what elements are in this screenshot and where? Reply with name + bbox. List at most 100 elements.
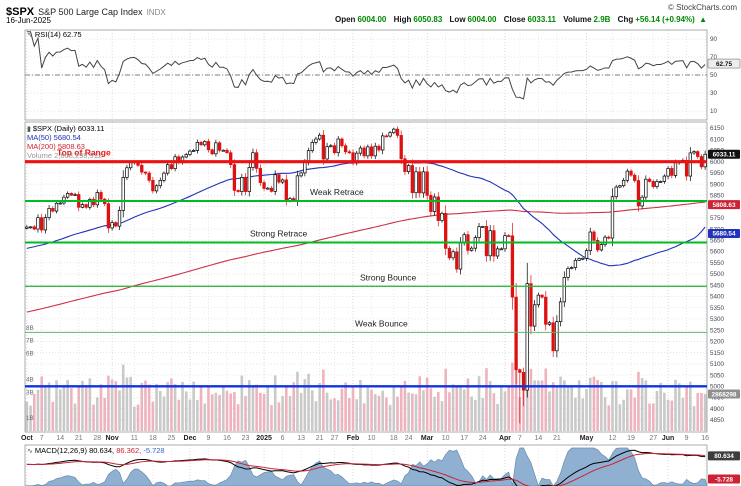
- svg-text:7B: 7B: [26, 338, 34, 345]
- svg-text:4B: 4B: [26, 376, 34, 383]
- signal-value: 86.362,: [116, 446, 142, 455]
- svg-text:Dec: Dec: [184, 435, 197, 442]
- svg-text:-5.728: -5.728: [715, 476, 734, 483]
- svg-text:5400: 5400: [710, 294, 725, 301]
- high-value: 6050.83: [413, 15, 443, 24]
- axis-value-box: [708, 474, 740, 484]
- svg-text:21: 21: [75, 435, 83, 442]
- svg-text:5450: 5450: [710, 282, 725, 289]
- svg-text:19: 19: [627, 435, 635, 442]
- symbol: $SPX: [6, 6, 35, 18]
- svg-text:28: 28: [93, 435, 101, 442]
- level-label: Weak Bounce: [355, 318, 408, 328]
- svg-text:Nov: Nov: [105, 435, 118, 442]
- svg-text:5950: 5950: [710, 170, 725, 177]
- svg-text:5680.54: 5680.54: [712, 231, 736, 238]
- svg-text:5200: 5200: [710, 339, 725, 346]
- oscillator-icon: ∿: [27, 32, 33, 39]
- axis-value-box: [708, 149, 740, 159]
- svg-text:23: 23: [242, 435, 250, 442]
- macd-line: [26, 449, 706, 486]
- svg-text:7: 7: [518, 435, 522, 442]
- svg-text:4850: 4850: [710, 417, 725, 424]
- axis-value-box: [708, 228, 740, 238]
- high-label: High: [393, 15, 412, 24]
- open-value: 6004.00: [357, 15, 387, 24]
- svg-text:7: 7: [40, 435, 44, 442]
- svg-text:9: 9: [685, 435, 689, 442]
- svg-text:1B: 1B: [26, 415, 34, 422]
- svg-text:10: 10: [368, 435, 376, 442]
- rsi-line: [26, 31, 706, 100]
- price-legend: ▮ $SPX (Daily) 6033.11 MA(50) 5680.54 MA(…: [27, 125, 104, 161]
- gridlines: [24, 29, 708, 486]
- rsi-legend: ∿ RSI(14) 62.75: [27, 31, 82, 39]
- ma200-line: [26, 201, 706, 313]
- moving-averages: [26, 160, 706, 313]
- svg-text:5050: 5050: [710, 372, 725, 379]
- candlesticks: [25, 126, 707, 424]
- svg-text:27: 27: [331, 435, 339, 442]
- symbol-legend: $SPX (Daily) 6033.11: [32, 124, 105, 133]
- svg-text:25: 25: [168, 435, 176, 442]
- svg-text:13: 13: [297, 435, 305, 442]
- svg-text:80.634: 80.634: [714, 453, 734, 460]
- svg-text:5900: 5900: [710, 181, 725, 188]
- index-title: S&P 500 Large Cap Index: [38, 7, 143, 17]
- svg-text:4900: 4900: [710, 406, 725, 413]
- svg-text:10: 10: [442, 435, 450, 442]
- up-arrow-icon: ▲: [699, 15, 707, 24]
- svg-text:5850: 5850: [710, 193, 725, 200]
- close-value: 6033.11: [527, 15, 556, 24]
- open-label: Open: [335, 15, 356, 24]
- axis-value-box: [708, 451, 740, 461]
- candlestick-icon: ▮: [27, 126, 31, 133]
- axis-value-box: [707, 58, 741, 69]
- svg-text:21: 21: [553, 435, 561, 442]
- svg-text:8B: 8B: [26, 325, 34, 332]
- macd-legend: ∿ MACD(12,26,9) 80.634, 86.362, -5.728: [27, 447, 165, 455]
- svg-text:Oct: Oct: [21, 435, 33, 442]
- level-label: Strong Bounce: [360, 272, 417, 282]
- svg-text:5750: 5750: [710, 215, 725, 222]
- level-label: Strong Retrace: [250, 229, 307, 239]
- svg-text:24: 24: [479, 435, 487, 442]
- volume-legend: Volume 2,868,298,912: [27, 151, 103, 160]
- svg-text:5500: 5500: [710, 271, 725, 278]
- macd-signal-line: [26, 452, 706, 486]
- svg-text:70: 70: [710, 54, 718, 61]
- ma50-legend: MA(50) 5680.54: [27, 133, 81, 142]
- axis-labels: 6150610060506000595059005850580057505700…: [21, 36, 724, 442]
- volume-label: Volume: [563, 15, 592, 24]
- macd-icon: ∿: [27, 448, 33, 455]
- svg-text:5808.63: 5808.63: [712, 202, 736, 209]
- svg-text:6B: 6B: [26, 351, 34, 358]
- macd-histogram-area: [24, 447, 708, 486]
- svg-text:5100: 5100: [710, 361, 725, 368]
- svg-text:6000: 6000: [710, 159, 725, 166]
- hist-value: -5.728: [143, 446, 165, 455]
- svg-text:Apr: Apr: [499, 435, 511, 442]
- svg-text:10: 10: [710, 108, 718, 115]
- low-value: 6004.00: [467, 15, 497, 24]
- chart-date: 16-Jun-2025: [6, 16, 51, 25]
- ohlc-row: Open 6004.00 High 6050.83 Low 6004.00 Close…: [335, 16, 707, 24]
- svg-text:6100: 6100: [710, 136, 725, 143]
- svg-text:11: 11: [131, 435, 138, 442]
- svg-text:2868298: 2868298: [712, 391, 737, 398]
- svg-text:14: 14: [56, 435, 64, 442]
- svg-text:14: 14: [534, 435, 542, 442]
- axis-value-box: [708, 200, 740, 210]
- chg-value: +56.14 (+0.94%): [635, 15, 695, 24]
- volume-bars: [25, 338, 707, 431]
- svg-text:6033.11: 6033.11: [713, 152, 736, 159]
- svg-text:27: 27: [649, 435, 657, 442]
- rsi-label: RSI(14): [34, 30, 61, 39]
- level-label: Weak Retrace: [310, 187, 364, 197]
- svg-text:30: 30: [710, 90, 718, 97]
- svg-text:5550: 5550: [710, 260, 725, 267]
- svg-text:5600: 5600: [710, 249, 725, 256]
- macd-label: MACD(12,26,9): [34, 446, 87, 455]
- svg-text:6: 6: [281, 435, 285, 442]
- ma50-line: [26, 160, 706, 267]
